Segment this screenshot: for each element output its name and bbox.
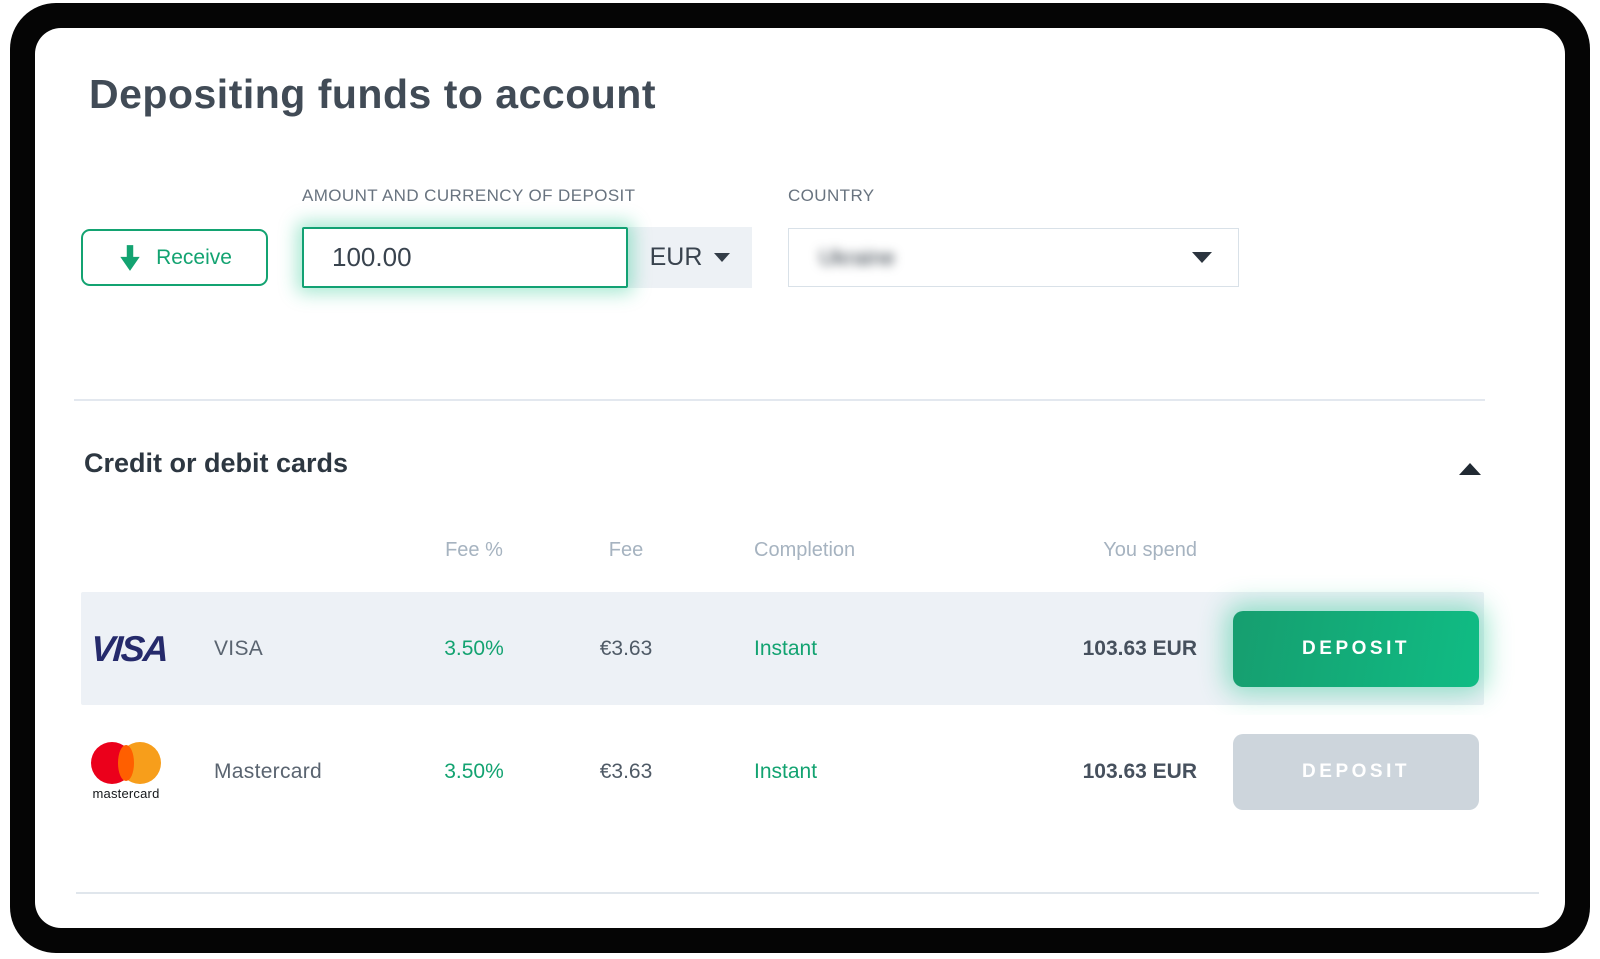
currency-select[interactable]: EUR xyxy=(628,227,752,288)
completion-value: Instant xyxy=(754,759,818,783)
deposit-button-mastercard[interactable]: DEPOSIT xyxy=(1233,733,1479,810)
mastercard-logo: mastercard xyxy=(91,742,161,801)
column-header-you-spend: You spend xyxy=(1103,538,1197,561)
deposit-button-visa[interactable]: DEPOSIT xyxy=(1233,610,1479,687)
section-divider xyxy=(74,399,1485,401)
receive-button-label: Receive xyxy=(156,245,232,269)
payment-method-name: Mastercard xyxy=(214,759,323,783)
fee-value: €3.63 xyxy=(599,636,653,660)
you-spend-value: 103.63 EUR xyxy=(1082,759,1197,783)
completion-value: Instant xyxy=(754,636,818,660)
currency-value: EUR xyxy=(649,243,703,271)
country-select[interactable]: Ukraine xyxy=(788,228,1239,287)
payment-method-name: VISA xyxy=(214,636,264,660)
device-frame: Depositing funds to account AMOUNT AND C… xyxy=(10,3,1590,953)
mastercard-overlap xyxy=(118,745,134,781)
mastercard-logo-text: mastercard xyxy=(92,786,160,801)
page-title: Depositing funds to account xyxy=(89,71,656,118)
column-header-fee-pct: Fee % xyxy=(445,538,503,561)
table-row-mastercard: mastercard Mastercard 3.50% €3.63 Instan… xyxy=(81,715,1484,828)
chevron-down-icon xyxy=(714,253,731,262)
column-header-fee: Fee xyxy=(608,538,644,561)
cards-section-title: Credit or debit cards xyxy=(84,448,349,478)
payment-table-header: Fee % Fee Completion You spend xyxy=(81,533,1484,567)
receive-button[interactable]: Receive xyxy=(81,229,268,286)
amount-currency-group: EUR xyxy=(302,227,752,288)
amount-label: AMOUNT AND CURRENCY OF DEPOSIT xyxy=(302,186,636,205)
table-row-visa: VISA VISA 3.50% €3.63 Instant 103.63 EUR… xyxy=(81,592,1484,705)
country-label: COUNTRY xyxy=(788,186,875,205)
visa-logo: VISA xyxy=(89,627,169,669)
collapse-section-button[interactable] xyxy=(1455,456,1485,482)
bottom-divider xyxy=(76,892,1539,894)
column-header-completion: Completion xyxy=(754,538,856,561)
you-spend-value: 103.63 EUR xyxy=(1082,636,1197,660)
fee-percent-value: 3.50% xyxy=(444,759,504,783)
amount-input[interactable] xyxy=(302,227,628,288)
arrow-down-icon xyxy=(117,244,143,272)
fee-value: €3.63 xyxy=(599,759,653,783)
deposit-modal: Depositing funds to account AMOUNT AND C… xyxy=(35,28,1565,928)
chevron-down-icon xyxy=(1192,252,1212,263)
chevron-up-icon xyxy=(1459,463,1481,475)
country-value: Ukraine xyxy=(819,244,895,270)
fee-percent-value: 3.50% xyxy=(444,636,504,660)
